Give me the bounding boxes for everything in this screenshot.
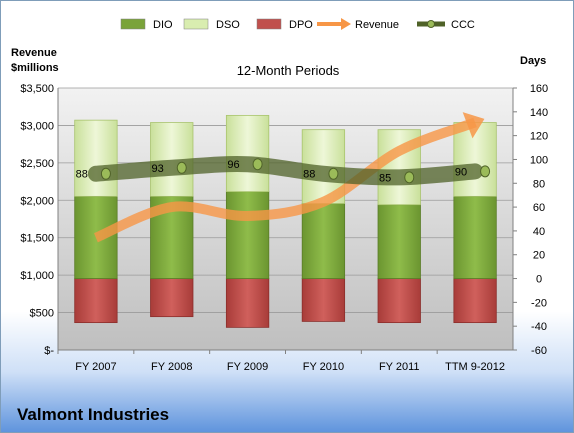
legend-label-ccc: CCC [451,19,475,31]
left-axis-label-line1: Revenue [11,47,57,59]
legend-swatch-dio [120,18,146,30]
bar-dio [377,204,421,279]
x-tick-label: FY 2011 [379,361,420,373]
ccc-marker [480,165,491,178]
company-name: Valmont Industries [17,405,170,424]
x-tick-label: FY 2009 [227,361,268,373]
ccc-marker [328,167,339,180]
ccc-marker [100,167,111,180]
legend-swatch-dso [183,18,209,30]
legend-label-dio: DIO [153,19,173,31]
left-tick-label: $- [44,345,54,357]
revenue-line [93,117,477,243]
legend-arrowhead-revenue [341,18,351,30]
chart-title: 12-Month Periods [237,63,340,78]
right-tick-label: 120 [530,131,548,143]
revenue-series [93,112,485,243]
left-tick-label: $3,500 [20,83,54,95]
right-tick-label: -20 [531,297,547,309]
right-tick-label: 160 [530,83,548,95]
left-tick-label: $2,500 [20,158,54,170]
bar-dpo [150,278,194,318]
x-tick-label: FY 2007 [75,361,116,373]
left-tick-label: $500 [30,308,54,320]
legend-label-dso: DSO [216,19,240,31]
axes: $- $500 $1,000 $1,500 $2,000 $2,500 $3,000 $3,5… [20,83,548,373]
ccc-data-label: 88 [76,169,88,181]
left-tick-label: $2,000 [20,195,54,207]
right-tick-label: -60 [531,345,547,357]
ccc-data-label: 93 [152,163,164,175]
bar-dso [225,114,270,193]
ccc-marker [176,161,187,174]
bar-dio [225,191,270,279]
left-tick-label: $1,500 [20,233,54,245]
bar-dpo [453,278,497,324]
ccc-data-label: 96 [227,159,239,171]
right-tick-label: 20 [533,250,545,262]
ccc-series: 88 93 96 88 85 90 [76,156,491,186]
right-tick-label: 100 [530,154,548,166]
left-axis-label-line2: $millions [11,62,59,74]
bar-dpo [225,278,270,328]
ccc-data-label: 85 [379,172,391,184]
ccc-marker [252,158,263,171]
right-tick-label: 0 [536,274,542,286]
legend-swatch-dpo [256,18,282,30]
revenue-arrowhead [462,112,485,139]
bar-dio [453,195,497,279]
right-tick-label: 140 [530,107,548,119]
legend-marker-ccc [427,20,435,28]
left-tick-label: $3,000 [20,120,54,132]
bar-dpo [301,278,346,322]
left-tick-label: $1,000 [20,270,54,282]
x-tick-label: FY 2008 [151,361,192,373]
right-tick-label: 80 [533,178,545,190]
right-tick-label: 60 [533,202,545,214]
ccc-data-label: 90 [455,166,467,178]
legend-label-revenue: Revenue [355,19,399,31]
right-tick-label: 40 [533,226,545,238]
right-axis-label: Days [520,55,546,67]
ccc-marker [404,171,415,184]
right-tick-label: -40 [531,321,547,333]
bar-dpo [74,278,118,324]
bar-dso [74,119,118,197]
bar-dso [453,122,497,197]
legend-label-dpo: DPO [289,19,313,31]
ccc-data-label: 88 [303,169,315,181]
legend: DIO DSO DPO Revenue CCC [120,18,475,31]
bar-dio [301,203,346,279]
bar-dpo [377,278,421,324]
x-tick-label: FY 2010 [303,361,344,373]
x-tick-label: TTM 9-2012 [445,361,505,373]
